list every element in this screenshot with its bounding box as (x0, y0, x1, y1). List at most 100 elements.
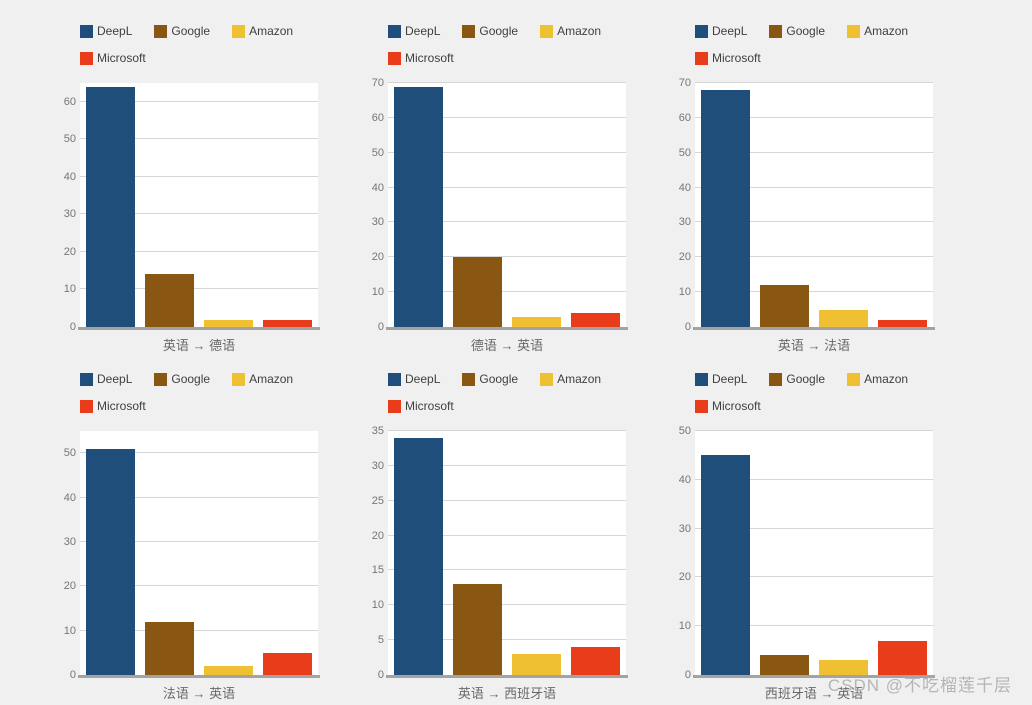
gridline (80, 138, 318, 140)
gridline (695, 527, 933, 529)
gridline (695, 291, 933, 293)
chart-panel-6: DeepL Google Amazon Microsoft 0 10 20 30 40 50 西班牙… (667, 370, 935, 702)
bar-microsoft (878, 640, 927, 675)
y-axis-tick-label: 20 (63, 245, 76, 258)
chart-panel-1: DeepL Google Amazon Microsoft 0 10 20 30 40 50 60 英… (52, 22, 320, 354)
legend-label: DeepL (712, 24, 748, 38)
legend-item-google: Google (769, 370, 825, 388)
chart-area: 0 10 20 30 40 50 西班牙语 → 英语 (679, 425, 935, 702)
legend: DeepL Google Amazon Microsoft (695, 22, 933, 75)
y-axis-tick-label: 40 (371, 181, 384, 194)
legend-item-deepl: DeepL (695, 22, 747, 40)
y-axis-tick-label: 0 (684, 669, 691, 681)
legend-label: DeepL (97, 24, 133, 38)
y-axis-tick-label: 50 (63, 447, 76, 460)
bar-deepl (701, 89, 750, 327)
bar-microsoft (263, 319, 312, 327)
y-axis-tick-label: 60 (63, 95, 76, 108)
y-axis-tick-label: 10 (678, 620, 691, 633)
chart-area: 0 10 20 30 40 50 60 英语 → 德语 (64, 83, 320, 354)
legend-swatch-icon (80, 399, 93, 413)
gridline (388, 499, 626, 501)
y-axis-tick-label: 70 (678, 77, 691, 89)
legend-swatch-icon (232, 24, 246, 38)
legend-item-deepl: DeepL (80, 370, 132, 388)
legend-label: Microsoft (712, 51, 761, 65)
gridline (388, 221, 626, 223)
legend-swatch-icon (695, 51, 708, 65)
chart-title: 法语 → 英语 (162, 686, 236, 701)
x-axis-line (78, 675, 320, 678)
y-axis-tick-label: 20 (678, 571, 691, 584)
y-axis-tick-label: 5 (377, 634, 384, 647)
gridline (695, 82, 933, 83)
bar-deepl (86, 86, 135, 327)
gridline (388, 151, 626, 153)
bar-google (760, 655, 809, 675)
chart-area: 0 10 20 30 40 50 60 70 德语 → 英语 (372, 77, 628, 354)
legend-label: Amazon (249, 372, 294, 386)
gridline (388, 604, 626, 606)
bar-amazon (204, 666, 253, 675)
y-axis-tick-label: 40 (678, 473, 691, 486)
y-axis-tick-label: 0 (377, 321, 384, 333)
plot-area: 0 10 20 30 40 50 (679, 425, 933, 681)
bars-group (695, 431, 933, 675)
legend-item-amazon: Amazon (232, 22, 293, 40)
legend-label: Amazon (864, 372, 909, 386)
legend-label: Microsoft (405, 399, 454, 413)
chart-title: 西班牙语 → 英语 (764, 686, 864, 701)
bar-deepl (394, 86, 443, 327)
legend-item-google: Google (154, 370, 210, 388)
y-axis-tick-label: 20 (63, 580, 76, 593)
legend-item-amazon: Amazon (232, 370, 293, 388)
y-axis-tick-label: 30 (678, 522, 691, 535)
x-axis-line (693, 327, 935, 330)
legend-label: Google (171, 24, 211, 38)
y-axis-tick-label: 0 (69, 321, 76, 333)
legend-label: Microsoft (97, 399, 146, 413)
gridline (695, 625, 933, 627)
y-axis-tick-label: 30 (63, 208, 76, 221)
legend-item-microsoft: Microsoft (80, 397, 146, 415)
bars-group (388, 83, 626, 327)
chart-area: 0 10 20 30 40 50 60 70 英语 → 法语 (679, 77, 935, 354)
legend-item-amazon: Amazon (847, 22, 908, 40)
legend-label: Google (786, 24, 826, 38)
bar-google (760, 285, 809, 327)
legend-swatch-icon (154, 372, 168, 386)
legend-label: Amazon (557, 372, 602, 386)
x-axis-line (386, 327, 628, 330)
bar-amazon (819, 660, 868, 675)
bar-google (453, 584, 502, 675)
y-axis-tick-label: 60 (371, 111, 384, 124)
legend-item-google: Google (462, 22, 518, 40)
legend-item-deepl: DeepL (388, 370, 440, 388)
y-axis-tick-label: 30 (371, 459, 384, 472)
bar-deepl (394, 437, 443, 675)
chart-panel-4: DeepL Google Amazon Microsoft 0 10 20 30 40 50 法语 … (52, 370, 320, 702)
y-axis-tick-label: 50 (678, 146, 691, 159)
legend-swatch-icon (695, 24, 708, 38)
plot-area: 0 10 20 30 40 50 60 70 (372, 77, 626, 333)
bar-amazon (512, 654, 561, 675)
legend-swatch-icon (540, 24, 554, 38)
gridline (80, 540, 318, 542)
legend: DeepL Google Amazon Microsoft (388, 370, 626, 423)
x-axis-line (386, 675, 628, 678)
gridline (388, 116, 626, 118)
gridline (388, 569, 626, 571)
chart-panel-5: DeepL Google Amazon Microsoft 0 5 10 15 20 25 30 35… (360, 370, 628, 702)
bar-amazon (204, 319, 253, 327)
legend-swatch-icon (80, 372, 93, 386)
bar-microsoft (571, 313, 620, 327)
legend-label: Amazon (864, 24, 909, 38)
gridline (695, 186, 933, 188)
bar-deepl (86, 448, 135, 675)
y-axis-tick-label: 50 (678, 425, 691, 437)
chart-area: 0 5 10 15 20 25 30 35 英语 → 西班牙语 (372, 425, 628, 702)
legend-swatch-icon (388, 51, 401, 65)
legend-swatch-icon (80, 24, 93, 38)
bars-group (388, 431, 626, 675)
legend-swatch-icon (769, 372, 783, 386)
